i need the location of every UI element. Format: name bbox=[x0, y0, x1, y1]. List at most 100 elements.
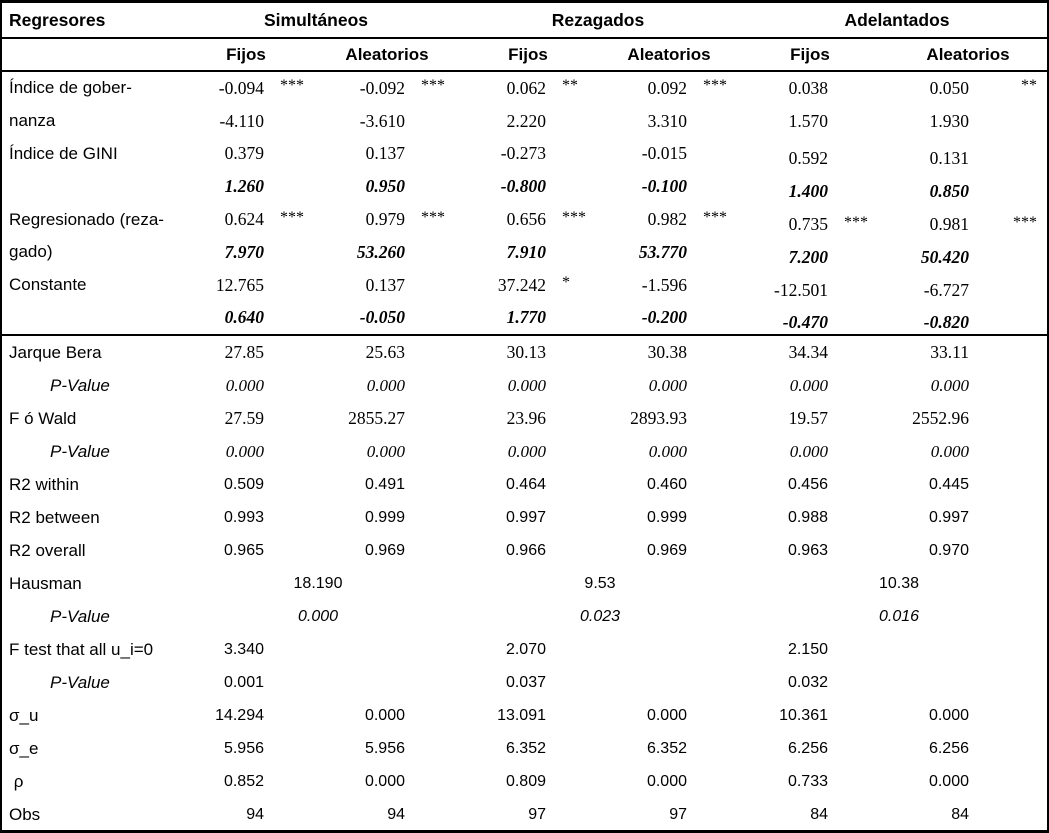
value-cell: 0.969 bbox=[646, 541, 687, 559]
value-cell: 94 bbox=[246, 805, 264, 823]
value-cell: 0.037 bbox=[505, 673, 546, 691]
value-cell: 5.956 bbox=[364, 739, 405, 757]
value-cell: 6.352 bbox=[646, 739, 687, 757]
value-cell: 10.361 bbox=[779, 706, 828, 724]
significance-stars: *** bbox=[703, 208, 727, 226]
row-label: σ_u bbox=[9, 705, 39, 725]
row-label: R2 overall bbox=[9, 540, 86, 560]
value-cell: 0.000 bbox=[928, 772, 969, 790]
table-row: P-Value 0.000 0.000 0.000 0.000 0.000 0.000 bbox=[2, 435, 1047, 468]
table-row: nanza -4.110 -3.610 2.220 3.310 1.570 1.930 bbox=[2, 105, 1047, 138]
table-row: Índice de gober- -0.094 *** -0.092 *** 0.062 *… bbox=[2, 72, 1047, 105]
value-cell: 2.220 bbox=[506, 110, 546, 131]
table-row: P-Value 0.001 0.037 0.032 bbox=[2, 666, 1047, 699]
value-cell: 0.000 bbox=[366, 441, 405, 461]
table-row: 1.260 0.950 -0.800 -0.100 1.400 0.850 bbox=[2, 170, 1047, 203]
significance-stars: *** bbox=[703, 77, 727, 95]
value-cell: 0.000 bbox=[648, 375, 687, 395]
value-cell: 0.966 bbox=[505, 541, 546, 559]
value-cell: 30.13 bbox=[506, 342, 546, 363]
row-label: P-Value bbox=[50, 375, 110, 395]
value-cell: 13.091 bbox=[497, 706, 546, 724]
value-cell: 2.070 bbox=[505, 640, 546, 658]
section-header-adelantados: Adelantados bbox=[844, 9, 950, 30]
value-cell: 7.970 bbox=[224, 241, 264, 262]
value-cell: 2855.27 bbox=[348, 408, 405, 429]
significance-stars: *** bbox=[280, 77, 304, 95]
table-row: Constante 12.765 0.137 37.242 * -1.596 -12.501… bbox=[2, 269, 1047, 302]
column-header-aleatorios-2: Aleatorios bbox=[627, 44, 711, 64]
value-cell: 0.000 bbox=[366, 375, 405, 395]
column-header-fijos-3: Fijos bbox=[790, 44, 830, 64]
significance-stars: *** bbox=[844, 213, 868, 231]
column-header-aleatorios-3: Aleatorios bbox=[926, 44, 1010, 64]
value-cell: 0.950 bbox=[365, 176, 405, 197]
value-cell: 0.640 bbox=[224, 307, 264, 328]
value-cell: 0.000 bbox=[648, 441, 687, 461]
table-row: σ_e 5.956 5.956 6.352 6.352 6.256 6.256 bbox=[2, 732, 1047, 765]
value-cell: 0.000 bbox=[225, 441, 264, 461]
significance-stars: ** bbox=[562, 77, 578, 95]
value-cell: 0.999 bbox=[646, 508, 687, 526]
value-cell: 1.260 bbox=[224, 176, 264, 197]
value-cell: 0.456 bbox=[787, 475, 828, 493]
value-cell: 0.032 bbox=[787, 673, 828, 691]
section-header-row: Regresores Simultáneos Rezagados Adelant… bbox=[2, 3, 1047, 39]
value-cell: -6.727 bbox=[923, 279, 969, 300]
value-cell: 0.969 bbox=[364, 541, 405, 559]
value-cell: 5.956 bbox=[223, 739, 264, 757]
value-cell: -0.100 bbox=[641, 176, 687, 197]
value-cell: 0.000 bbox=[507, 375, 546, 395]
value-cell: -0.094 bbox=[218, 77, 264, 98]
value-cell: -0.273 bbox=[500, 143, 546, 164]
value-cell: 0.000 bbox=[646, 772, 687, 790]
value-cell: 0.997 bbox=[928, 508, 969, 526]
column-header-fijos-1: Fijos bbox=[226, 44, 266, 64]
value-cell: 0.062 bbox=[506, 77, 546, 98]
row-label: Índice de gober- bbox=[9, 78, 132, 98]
value-cell: 0.981 bbox=[929, 214, 969, 235]
table-row: Hausman 18.190 9.53 10.38 bbox=[2, 567, 1047, 600]
value-cell: 0.092 bbox=[647, 77, 687, 98]
table-row: F ó Wald 27.59 2855.27 23.96 2893.93 19.57 255… bbox=[2, 402, 1047, 435]
value-cell: 0.000 bbox=[789, 375, 828, 395]
row-label: Constante bbox=[9, 275, 87, 295]
value-cell: 1.930 bbox=[929, 110, 969, 131]
value-cell: -0.200 bbox=[641, 307, 687, 328]
row-label: nanza bbox=[9, 111, 56, 131]
value-cell: 0.000 bbox=[930, 375, 969, 395]
value-cell: 0.137 bbox=[365, 143, 405, 164]
value-cell: -0.015 bbox=[641, 143, 687, 164]
table-row: R2 within 0.509 0.491 0.464 0.460 0.456 0.445 bbox=[2, 468, 1047, 501]
row-label: R2 within bbox=[9, 474, 79, 494]
value-cell: -4.110 bbox=[219, 110, 264, 131]
row-label: Obs bbox=[9, 804, 41, 824]
value-cell: 6.256 bbox=[787, 739, 828, 757]
table-row: Regresionado (reza- 0.624 *** 0.979 *** 0.656… bbox=[2, 203, 1047, 236]
value-cell: -12.501 bbox=[774, 279, 828, 300]
value-cell: 0.131 bbox=[929, 148, 969, 169]
value-cell: 0.965 bbox=[223, 541, 264, 559]
value-cell: 25.63 bbox=[365, 342, 405, 363]
value-cell: 0.999 bbox=[364, 508, 405, 526]
value-cell: 0.624 bbox=[224, 209, 264, 230]
value-cell: 30.38 bbox=[647, 342, 687, 363]
value-cell: 14.294 bbox=[215, 706, 264, 724]
value-cell: 1.570 bbox=[788, 110, 828, 131]
value-cell: 7.910 bbox=[506, 241, 546, 262]
merged-value-cell: 0.000 bbox=[297, 607, 339, 625]
value-cell: 94 bbox=[387, 805, 405, 823]
value-cell: -0.092 bbox=[359, 77, 405, 98]
row-label: F ó Wald bbox=[9, 408, 77, 428]
value-cell: 0.988 bbox=[787, 508, 828, 526]
table-row: Índice de GINI 0.379 0.137 -0.273 -0.015 0.59… bbox=[2, 138, 1047, 171]
value-cell: -0.820 bbox=[923, 312, 969, 333]
value-cell: 0.038 bbox=[788, 77, 828, 98]
section-header-rezagados: Rezagados bbox=[551, 9, 645, 30]
value-cell: -3.610 bbox=[359, 110, 405, 131]
value-cell: -1.596 bbox=[641, 274, 687, 295]
value-cell: 0.464 bbox=[505, 475, 546, 493]
value-cell: 6.256 bbox=[928, 739, 969, 757]
value-cell: 7.200 bbox=[788, 246, 828, 267]
value-cell: 3.310 bbox=[647, 110, 687, 131]
